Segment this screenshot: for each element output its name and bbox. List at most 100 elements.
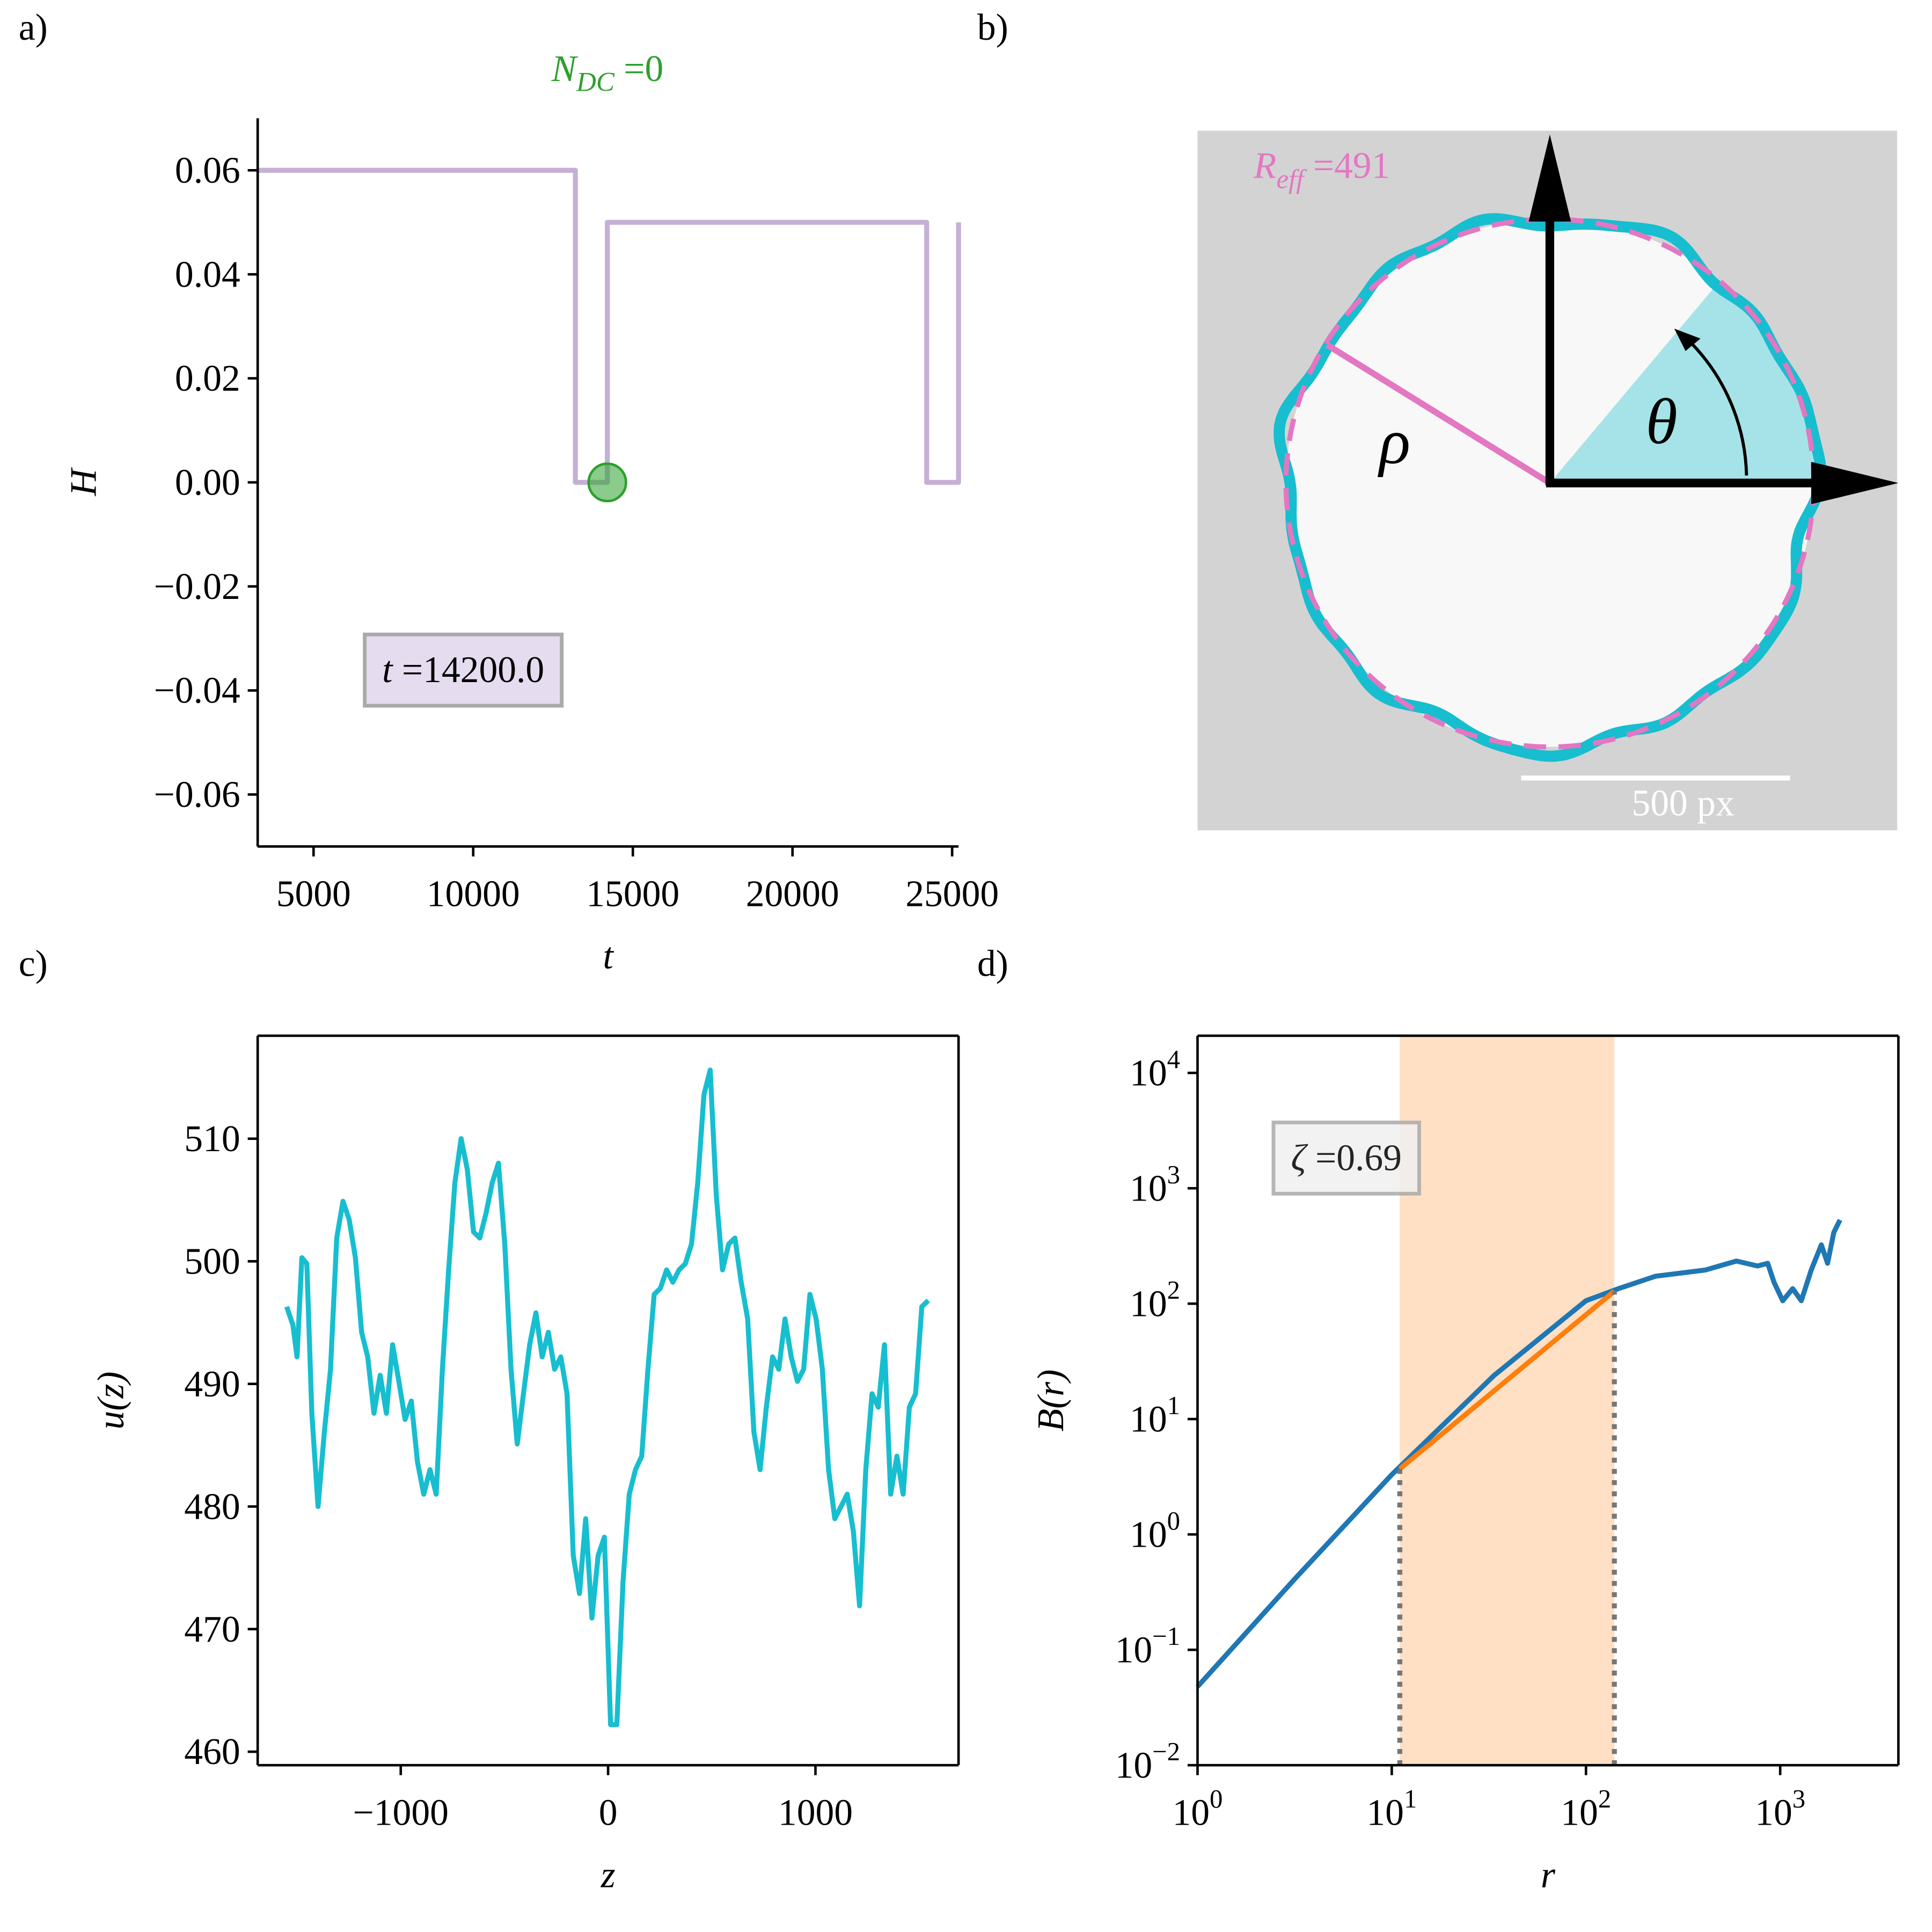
text-part: R — [1253, 145, 1277, 187]
data-line — [1398, 1289, 1616, 1471]
marker — [587, 462, 627, 502]
panel-label: d) — [977, 943, 1008, 985]
y-axis-label: u(z) — [91, 1371, 132, 1429]
y-tick-label: 510 — [184, 1118, 240, 1160]
text-part: DC — [576, 67, 615, 97]
x-tick-label: 20000 — [746, 874, 839, 915]
tick-base: 10 — [1130, 1168, 1167, 1209]
y-tick-label: 100 — [1130, 1506, 1180, 1555]
y-tick-label: 10−1 — [1115, 1622, 1180, 1671]
arrow-head — [1528, 134, 1571, 222]
tick-exponent: −2 — [1152, 1737, 1180, 1766]
tick-base: 10 — [1755, 1792, 1792, 1834]
tick-exponent: 0 — [1210, 1784, 1223, 1813]
angle-symbol: θ — [1645, 386, 1677, 458]
text-part: =0.69 — [1306, 1137, 1402, 1179]
annotation-frame — [363, 632, 564, 708]
text-part: ζ — [1291, 1137, 1308, 1179]
y-tick-label: −0.02 — [154, 566, 240, 608]
diagram: 500 px ρ θ Reff =491 — [1197, 130, 1899, 831]
annotation: Reff =491 — [1253, 145, 1391, 195]
tick-exponent: 3 — [1792, 1784, 1805, 1813]
annotation-frame — [1271, 1121, 1421, 1196]
y-tick-label: 500 — [184, 1241, 240, 1282]
tick-base: 10 — [1115, 1745, 1153, 1786]
tick-base: 10 — [1172, 1792, 1210, 1834]
tick-exponent: 4 — [1167, 1045, 1180, 1074]
text-part: N — [551, 48, 579, 90]
x-tick-label: 5000 — [276, 874, 351, 915]
panel-label: c) — [19, 943, 48, 985]
text-part: t — [382, 649, 393, 691]
angle-arc — [1686, 337, 1748, 476]
text-part: =491 — [1304, 145, 1390, 187]
panel-label: a) — [19, 7, 48, 48]
x-tick-label: 10000 — [427, 874, 520, 915]
tick-exponent: 3 — [1167, 1160, 1180, 1189]
y-tick-label: 0.04 — [175, 254, 240, 295]
y-tick-label: 102 — [1130, 1276, 1180, 1324]
tick-base: 10 — [1115, 1629, 1153, 1671]
tick-base: 10 — [1130, 1399, 1167, 1440]
x-tick-label: 103 — [1755, 1784, 1805, 1833]
y-tick-label: 104 — [1130, 1045, 1180, 1094]
tick-exponent: 1 — [1404, 1784, 1417, 1813]
tick-base: 10 — [1366, 1792, 1404, 1834]
y-tick-label: −0.04 — [154, 670, 240, 712]
chart-title: NDC =0 — [551, 48, 664, 98]
tick-base: 10 — [1130, 1514, 1167, 1555]
contour — [1274, 213, 1827, 762]
annotation-box: ζ =0.69 — [1271, 1121, 1421, 1196]
data-line — [1195, 1219, 1842, 1688]
y-axis-label: H — [63, 467, 105, 496]
panel-label: b) — [977, 7, 1008, 48]
y-axis-label: B(r) — [1030, 1370, 1072, 1432]
x-tick-label: 15000 — [586, 874, 679, 915]
x-axis-label: r — [1541, 1854, 1556, 1896]
tick-exponent: 2 — [1598, 1784, 1611, 1813]
tick-exponent: 1 — [1167, 1391, 1180, 1420]
tick-base: 10 — [1130, 1052, 1167, 1094]
x-tick-label: 25000 — [905, 874, 999, 915]
y-tick-label: 0.06 — [175, 150, 240, 191]
data-line — [284, 1067, 930, 1728]
y-tick-label: 480 — [184, 1486, 240, 1527]
y-tick-label: 460 — [184, 1731, 240, 1773]
y-tick-label: 0.00 — [175, 462, 240, 503]
x-tick-label: 1000 — [778, 1792, 853, 1834]
x-tick-label: 101 — [1366, 1784, 1417, 1833]
tick-base: 10 — [1561, 1792, 1598, 1834]
y-tick-label: 103 — [1130, 1160, 1180, 1209]
text-part: eff — [1276, 164, 1307, 194]
annotation: t =14200.0 — [382, 649, 544, 691]
data-line — [258, 167, 961, 485]
radius-symbol: ρ — [1377, 406, 1410, 478]
text-part: =14200.0 — [392, 649, 544, 691]
x-tick-label: −1000 — [353, 1792, 449, 1834]
x-tick-label: 0 — [599, 1792, 618, 1834]
y-tick-label: 490 — [184, 1364, 240, 1405]
radius-line — [1325, 342, 1552, 486]
y-tick-label: −0.06 — [154, 774, 240, 816]
tick-exponent: 2 — [1167, 1276, 1180, 1305]
scale-bar-label: 500 px — [1631, 782, 1734, 824]
y-tick-label: 101 — [1130, 1391, 1180, 1440]
x-axis-label: t — [603, 936, 614, 977]
arrow-head — [1811, 462, 1899, 504]
y-tick-label: 470 — [184, 1609, 240, 1650]
text-part: =0 — [614, 48, 663, 90]
angle-wedge — [1549, 280, 1815, 483]
tick-exponent: −1 — [1152, 1622, 1180, 1651]
annotation-box: t =14200.0 — [363, 632, 564, 708]
y-tick-label: 10−2 — [1115, 1737, 1180, 1786]
x-axis-label: z — [601, 1854, 616, 1896]
arrow-head — [1674, 328, 1701, 352]
x-tick-label: 100 — [1172, 1784, 1223, 1833]
annotation: ζ =0.69 — [1291, 1137, 1402, 1179]
span — [1400, 1035, 1615, 1766]
tick-base: 10 — [1130, 1283, 1167, 1324]
x-tick-label: 102 — [1561, 1784, 1611, 1833]
tick-exponent: 0 — [1167, 1506, 1180, 1535]
